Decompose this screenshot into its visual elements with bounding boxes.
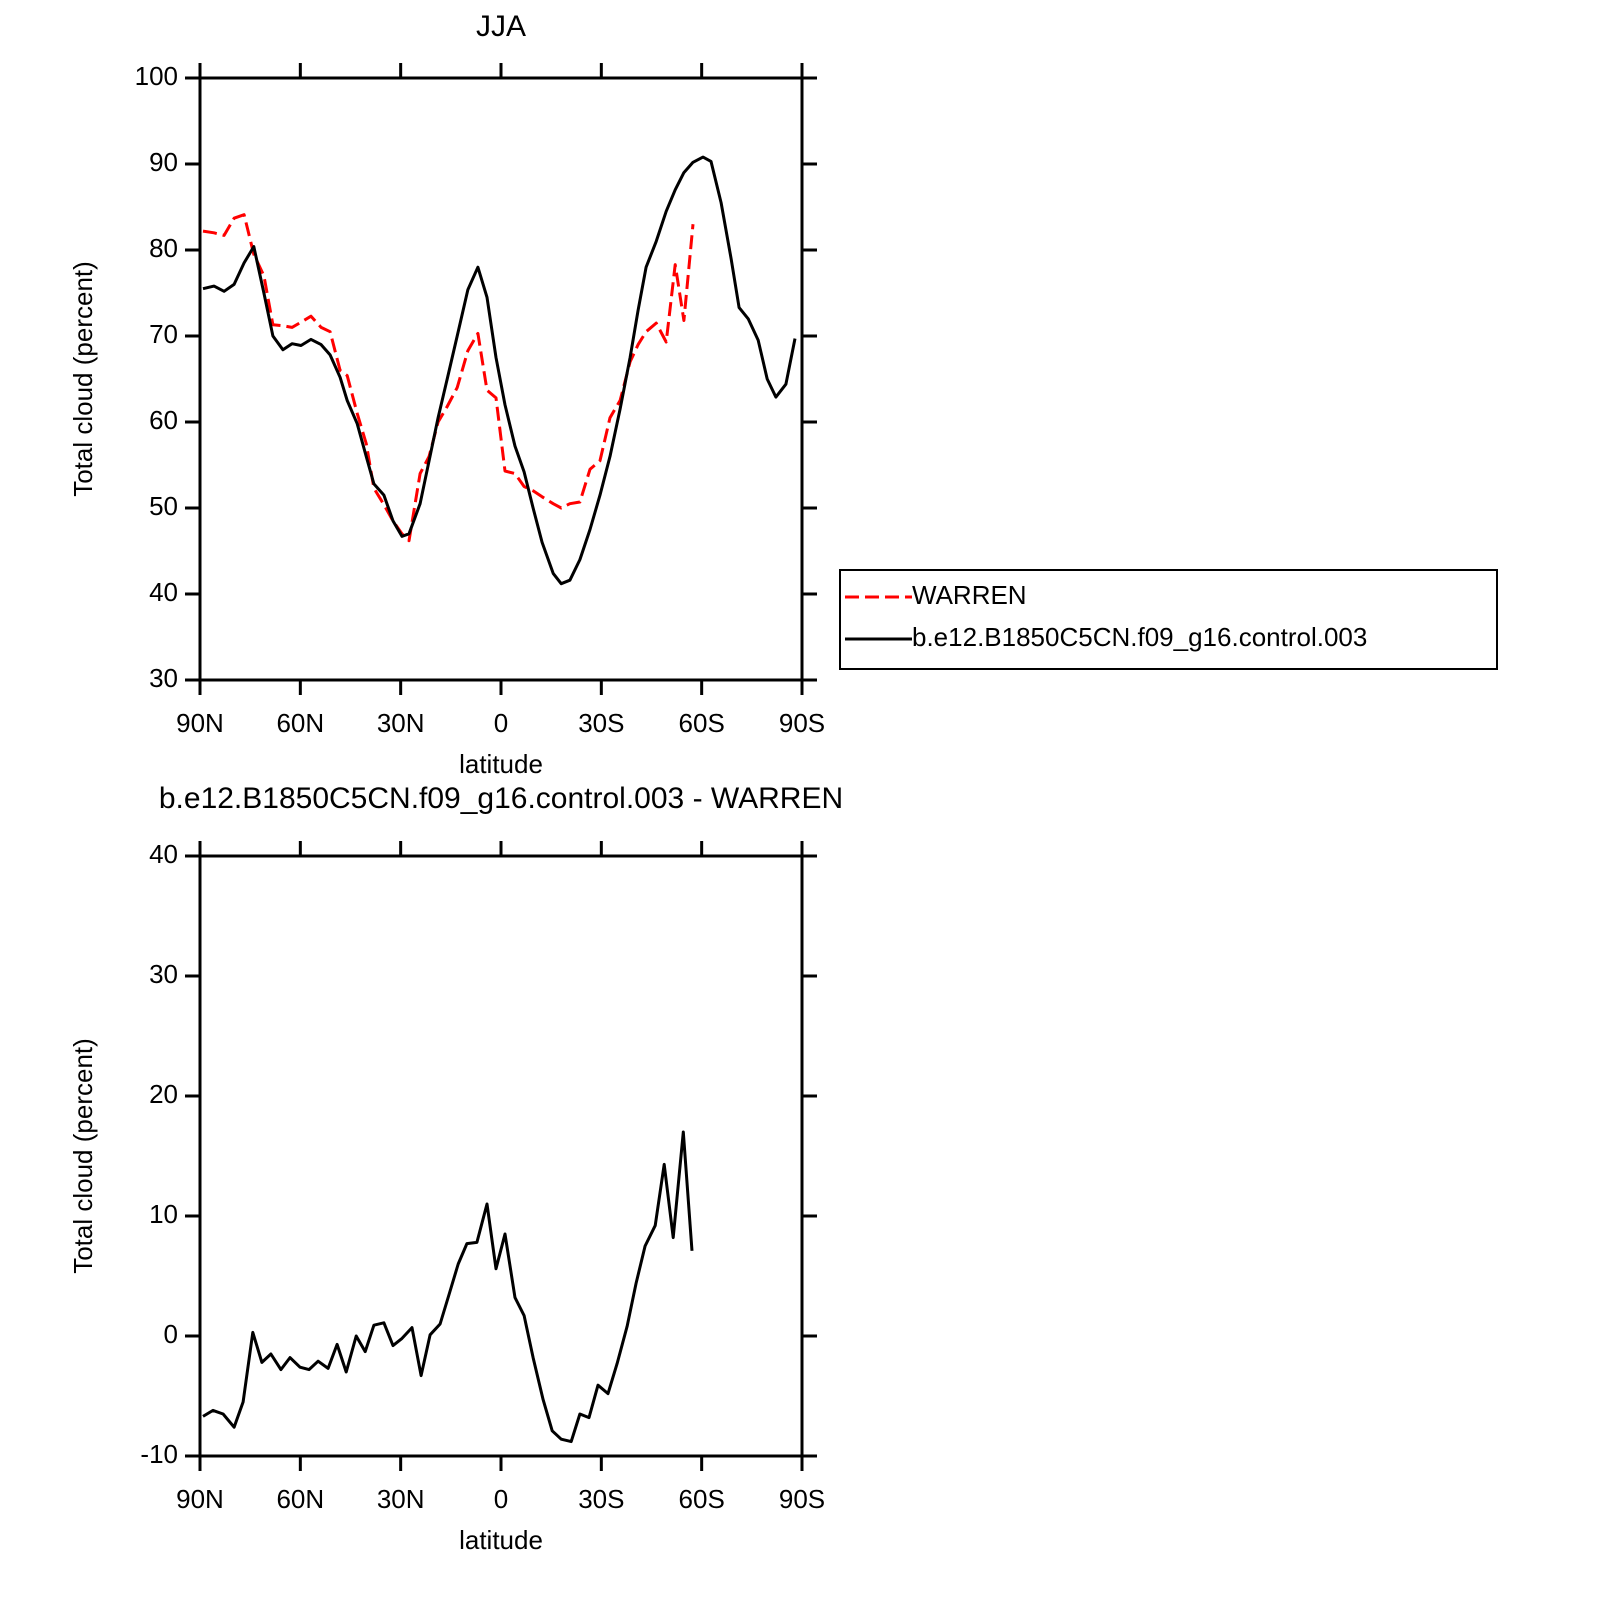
- y-tick-label: 70: [149, 319, 178, 349]
- y-tick-label: 50: [149, 491, 178, 521]
- x-tick-label: 30N: [377, 708, 425, 738]
- x-tick-label: 60N: [276, 1484, 324, 1514]
- line-series: [202, 213, 695, 543]
- legend-label: WARREN: [912, 580, 1027, 610]
- y-tick-label: -10: [140, 1439, 178, 1469]
- legend-box: [839, 569, 1498, 670]
- x-tick-label: 0: [494, 708, 508, 738]
- x-tick-label: 90N: [176, 1484, 224, 1514]
- x-tick-label: 60S: [679, 1484, 725, 1514]
- x-tick-label: 90S: [779, 1484, 825, 1514]
- x-tick-label: 90N: [176, 708, 224, 738]
- y-axis-label: Total cloud (percent): [68, 1038, 98, 1274]
- y-tick-label: 80: [149, 233, 178, 263]
- x-tick-label: 30N: [377, 1484, 425, 1514]
- legend-label: b.e12.B1850C5CN.f09_g16.control.003: [912, 622, 1367, 652]
- chart-title: b.e12.B1850C5CN.f09_g16.control.003 - WA…: [159, 782, 843, 815]
- x-axis-label: latitude: [459, 1525, 543, 1555]
- chart-title: JJA: [476, 10, 526, 43]
- x-tick-label: 30S: [578, 1484, 624, 1514]
- x-tick-label: 60S: [679, 708, 725, 738]
- x-tick-label: 30S: [578, 708, 624, 738]
- y-tick-label: 30: [149, 663, 178, 693]
- x-tick-label: 0: [494, 1484, 508, 1514]
- y-tick-label: 40: [149, 577, 178, 607]
- y-tick-label: 60: [149, 405, 178, 435]
- y-tick-label: 30: [149, 959, 178, 989]
- line-series: [202, 1130, 694, 1444]
- x-tick-label: 60N: [276, 708, 324, 738]
- x-axis-label: latitude: [459, 749, 543, 779]
- plot-frame: [198, 854, 804, 1458]
- y-tick-label: 0: [164, 1319, 178, 1349]
- line-series: [202, 155, 797, 586]
- y-tick-label: 90: [149, 147, 178, 177]
- y-tick-label: 40: [149, 839, 178, 869]
- x-tick-label: 90S: [779, 708, 825, 738]
- y-tick-label: 20: [149, 1079, 178, 1109]
- y-axis-label: Total cloud (percent): [68, 261, 98, 497]
- y-tick-label: 10: [149, 1199, 178, 1229]
- y-tick-label: 100: [135, 61, 178, 91]
